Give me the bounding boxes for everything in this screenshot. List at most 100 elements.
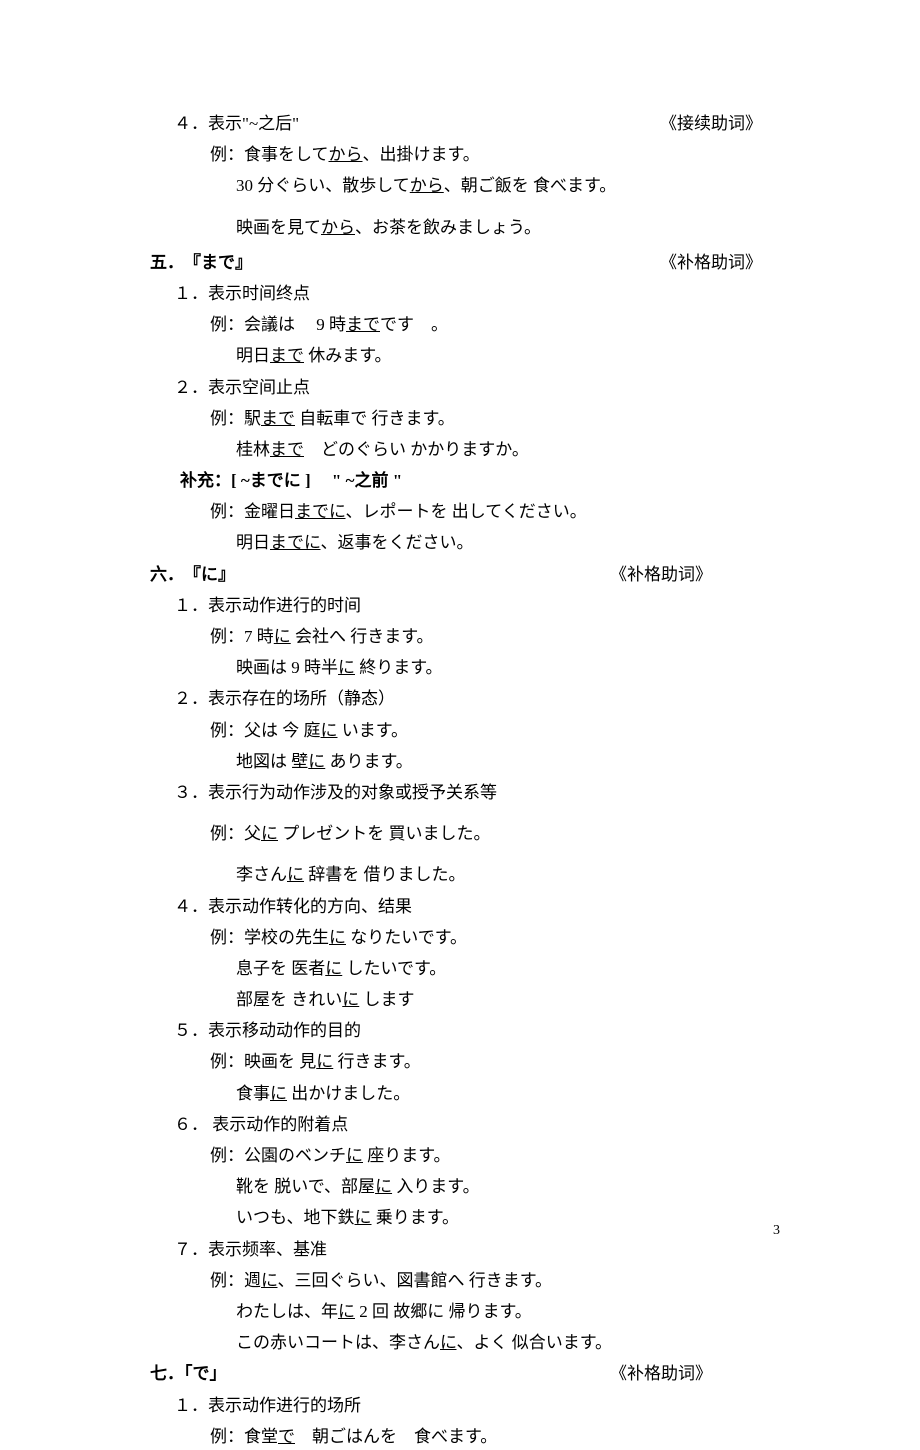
underline: に: [316, 1052, 333, 1071]
text: なりたいです。: [346, 928, 467, 947]
text: わたしは、年: [236, 1302, 338, 1321]
sec6-title: 六． 『に』: [150, 565, 235, 584]
text: この赤いコートは、李さん: [236, 1333, 440, 1352]
text: 30 分ぐらい、散歩して: [236, 176, 410, 195]
sec6-i3-title: ３．表示行为动作涉及的对象或授予关系等: [150, 779, 780, 806]
underline: に: [342, 990, 359, 1009]
sec4-ex2: 30 分ぐらい、散歩してから、朝ご飯を 食べます。: [150, 172, 780, 199]
text: 映画を見て: [236, 218, 321, 237]
underline: から: [321, 218, 355, 237]
sec6-i6-title: ６． 表示动作的附着点: [150, 1111, 780, 1138]
text: 例：7 時: [210, 627, 274, 646]
underline: に: [375, 1177, 392, 1196]
text: 座ります。: [363, 1146, 451, 1165]
text: 例：食事をして: [210, 145, 329, 164]
sec5-i2-ex1: 例：駅まで 自転車で 行きます。: [150, 405, 780, 432]
underline: に: [261, 824, 278, 843]
sec6-i2-title: ２．表示存在的场所（静态）: [150, 685, 780, 712]
text: 2 回 故郷に 帰ります。: [355, 1302, 532, 1321]
underline: に: [338, 1302, 355, 1321]
text: 部屋を きれい: [236, 990, 342, 1009]
text: です 。: [380, 315, 448, 334]
sec5-i1-ex2: 明日まで 休みます。: [150, 342, 780, 369]
sec6-i1-ex2: 映画は 9 時半に 終ります。: [150, 654, 780, 681]
sec6-i2-ex2: 地図は 壁に あります。: [150, 748, 780, 775]
text: 、レポートを 出してください。: [346, 502, 587, 521]
text: 朝ごはんを 食べます。: [295, 1427, 497, 1446]
page-number: 3: [773, 1220, 780, 1242]
text: 李さん: [236, 865, 287, 884]
text: 明日: [236, 533, 270, 552]
underline: に: [270, 1084, 287, 1103]
underline: から: [329, 145, 363, 164]
sec6-i5-ex2: 食事に 出かけました。: [150, 1080, 780, 1107]
text: 例：駅: [210, 409, 261, 428]
sec6-i7-ex1: 例：週に、三回ぐらい、図書館へ 行きます。: [150, 1267, 780, 1294]
sec6-i1-ex1: 例：7 時に 会社へ 行きます。: [150, 623, 780, 650]
spacer: [150, 851, 780, 861]
underline: に: [329, 928, 346, 947]
sec7-tag: 《补格助词》: [610, 1360, 712, 1387]
text: 例：会議は 9 時: [210, 315, 346, 334]
text: したいです。: [342, 959, 446, 978]
sec4-title-row: ４．表示"~之后" 《接续助词》: [150, 110, 780, 137]
underline: まで: [270, 440, 304, 459]
text: 食事: [236, 1084, 270, 1103]
underline: に: [338, 658, 355, 677]
text: あります。: [325, 752, 413, 771]
text: 、出掛けます。: [363, 145, 480, 164]
text: 休みます。: [304, 346, 392, 365]
underline: までに: [270, 533, 321, 552]
text: 、お茶を飲みましょう。: [355, 218, 541, 237]
text: どのぐらい かかりますか。: [304, 440, 529, 459]
text: います。: [338, 721, 409, 740]
underline: に: [287, 865, 304, 884]
underline: から: [410, 176, 444, 195]
text: 例：公園のベンチ: [210, 1146, 346, 1165]
sec6-i6-ex1: 例：公園のベンチに 座ります。: [150, 1142, 780, 1169]
text: 入ります。: [392, 1177, 480, 1196]
sec6-tag: 《补格助词》: [610, 561, 712, 588]
underline: で: [278, 1427, 295, 1446]
text: 自転車で 行きます。: [295, 409, 455, 428]
sec6-i4-ex2: 息子を 医者に したいです。: [150, 955, 780, 982]
text: 終ります。: [355, 658, 443, 677]
sec6-i4-ex1: 例：学校の先生に なりたいです。: [150, 924, 780, 951]
sec6-i5-title: ５．表示移动动作的目的: [150, 1017, 780, 1044]
sec5-supp-ex1: 例：金曜日までに、レポートを 出してください。: [150, 498, 780, 525]
underline: に: [355, 1208, 372, 1227]
sec5-item1-title: １．表示时间终点: [150, 280, 780, 307]
text: します: [359, 990, 414, 1009]
sec6-title-row: 六． 『に』 《补格助词》: [150, 561, 780, 588]
sec4-tag: 《接续助词》: [660, 110, 762, 137]
text: 靴を 脱いで、部屋: [236, 1177, 375, 1196]
text: 例：食堂: [210, 1427, 278, 1446]
sec6-i5-ex1: 例：映画を 見に 行きます。: [150, 1048, 780, 1075]
underline: まで: [346, 315, 380, 334]
sec6-i3-ex1: 例：父に プレゼントを 買いました。: [150, 820, 780, 847]
text: 映画は 9 時半: [236, 658, 338, 677]
sec5-i2-ex2: 桂林まで どのぐらい かかりますか。: [150, 436, 780, 463]
underline: に: [346, 1146, 363, 1165]
page: ４．表示"~之后" 《接续助词》 例：食事をしてから、出掛けます。 30 分ぐら…: [0, 0, 920, 1302]
sec7-i1-title: １．表示动作进行的场所: [150, 1392, 780, 1419]
text: 例：父は 今 庭: [210, 721, 321, 740]
sec5-tag: 《补格助词》: [660, 249, 762, 276]
text: 息子を 医者: [236, 959, 325, 978]
sec6-i7-ex3: この赤いコートは、李さんに、よく 似合います。: [150, 1329, 780, 1356]
underline: に: [308, 752, 325, 771]
sec7-title-row: 七．「で」 《补格助词》: [150, 1360, 780, 1387]
underline: まで: [261, 409, 295, 428]
sec6-i7-title: ７．表示频率、基准: [150, 1236, 780, 1263]
text: 、朝ご飯を 食べます。: [444, 176, 617, 195]
underline: までに: [295, 502, 346, 521]
text: 桂林: [236, 440, 270, 459]
sec6-i6-ex2: 靴を 脱いで、部屋に 入ります。: [150, 1173, 780, 1200]
underline: まで: [270, 346, 304, 365]
text: 例：映画を 見: [210, 1052, 316, 1071]
text: 出かけました。: [287, 1084, 410, 1103]
sec5-item2-title: ２．表示空间止点: [150, 374, 780, 401]
text: 地図は 壁: [236, 752, 308, 771]
text: 例：父: [210, 824, 261, 843]
sec6-i3-ex2: 李さんに 辞書を 借りました。: [150, 861, 780, 888]
